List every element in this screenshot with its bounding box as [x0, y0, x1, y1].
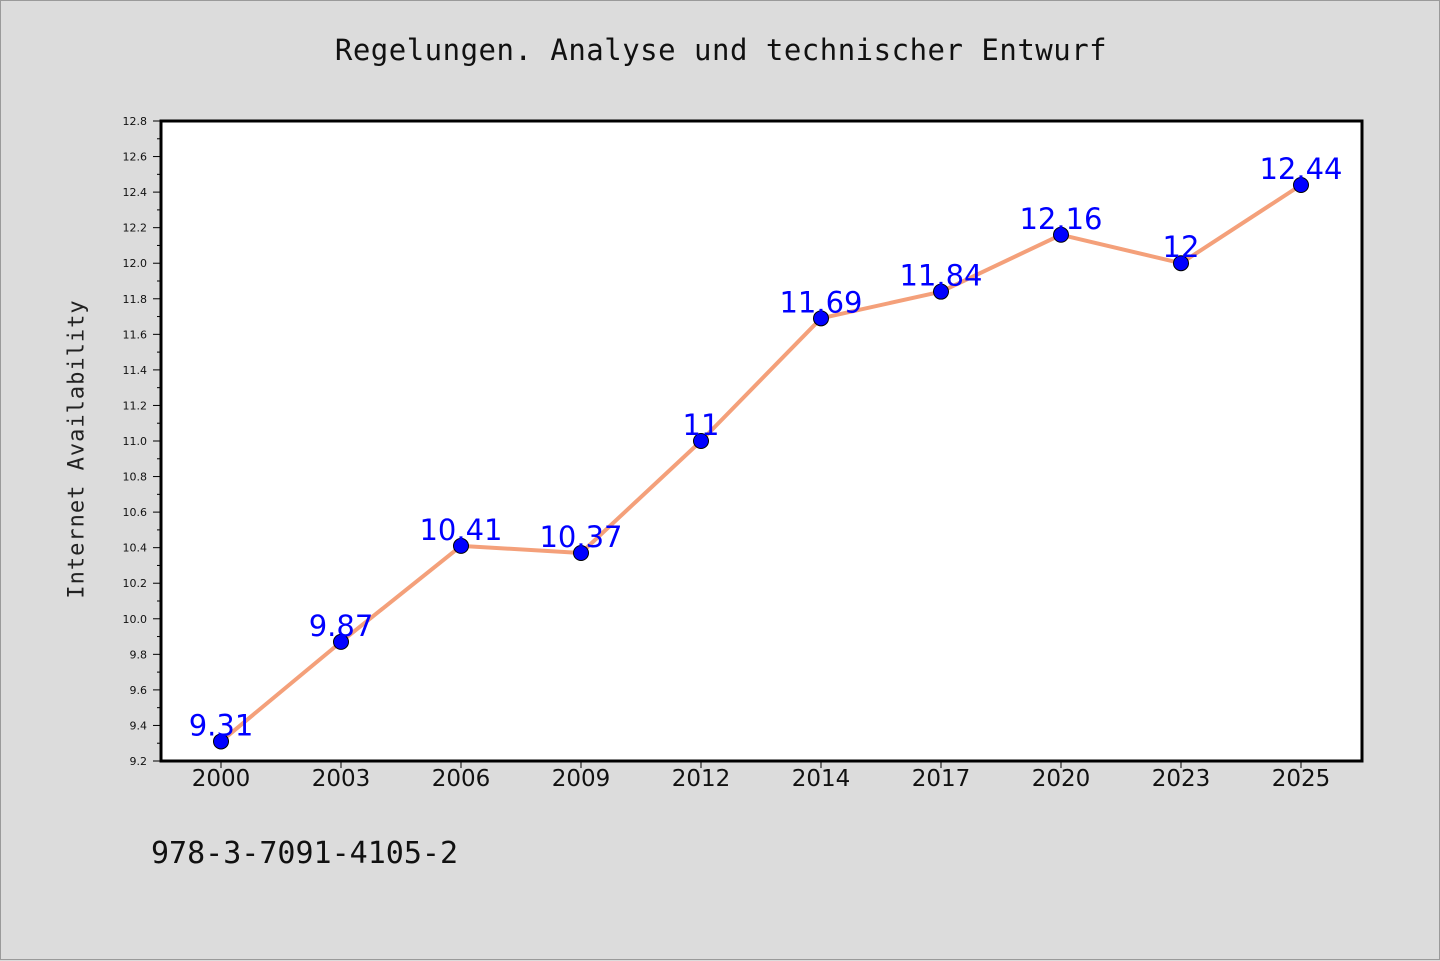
x-tick-label: 2000 [192, 766, 251, 792]
y-tick-label: 12.4 [123, 186, 148, 199]
data-point [453, 537, 469, 554]
x-tick-label: 2020 [1032, 766, 1091, 792]
y-tick-label: 11.2 [123, 399, 148, 412]
data-label: 11.84 [899, 259, 982, 293]
x-tick-label: 2023 [1152, 766, 1211, 792]
y-tick-label: 11.0 [123, 435, 148, 448]
x-tick-label: 2006 [432, 766, 491, 792]
data-label: 12.16 [1019, 202, 1102, 236]
series-line [219, 183, 1303, 743]
data-point [1173, 255, 1189, 272]
y-tick-label: 11.4 [123, 364, 148, 377]
y-tick-label: 9.6 [130, 684, 148, 697]
y-tick-label: 12.2 [123, 222, 148, 235]
y-tick-label: 10.8 [123, 471, 148, 484]
x-tick-label: 2009 [552, 766, 611, 792]
data-point [693, 433, 709, 449]
data-point [1293, 177, 1309, 193]
y-tick-label: 10.6 [123, 506, 148, 519]
x-tick-label: 2017 [912, 766, 971, 792]
data-point [1053, 226, 1069, 243]
data-label: 10.41 [419, 513, 502, 547]
y-tick-label: 9.4 [130, 719, 148, 732]
y-tick-label: 10.2 [123, 577, 148, 590]
data-point [573, 545, 589, 561]
y-tick-label: 10.0 [123, 613, 148, 626]
x-tick-label: 2012 [672, 766, 731, 792]
y-tick-label: 10.4 [123, 542, 148, 555]
data-point [813, 310, 829, 327]
data-label: 11.69 [779, 285, 862, 319]
data-label: 9.31 [189, 708, 254, 742]
y-tick-label: 9.8 [130, 648, 148, 661]
y-tick-label: 12.0 [123, 257, 148, 270]
data-label: 11 [683, 408, 720, 442]
y-tick-label: 11.8 [123, 293, 148, 306]
data-point [333, 633, 349, 650]
data-label: 12.44 [1259, 152, 1342, 186]
isbn-text: 978-3-7091-4105-2 [151, 836, 459, 871]
data-label: 9.87 [309, 609, 374, 643]
chart-title: Regelungen. Analyse und technischer Entw… [334, 33, 1108, 67]
y-tick-label: 9.2 [130, 755, 148, 768]
data-label: 12 [1163, 230, 1200, 264]
y-tick-label: 12.6 [123, 151, 148, 164]
data-label: 10.37 [539, 520, 622, 554]
x-tick-label: 2014 [792, 766, 851, 792]
data-point [933, 283, 949, 300]
data-point [213, 733, 229, 750]
y-tick-label: 11.6 [123, 328, 148, 341]
y-tick-label: 12.8 [123, 115, 148, 128]
plot-frame [159, 119, 1364, 763]
plot-area [161, 121, 1362, 761]
x-tick-label: 2025 [1272, 766, 1331, 792]
x-tick-label: 2003 [312, 766, 371, 792]
